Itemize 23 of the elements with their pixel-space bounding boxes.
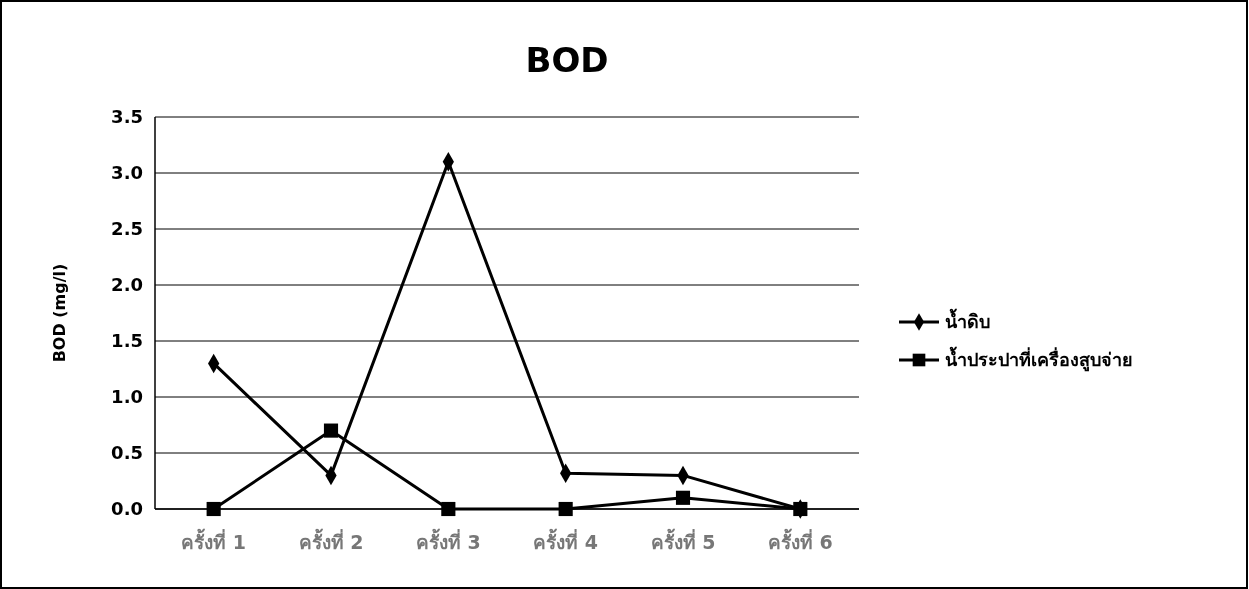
x-tick-label: ครั้งที่ 6 bbox=[767, 528, 833, 553]
point bbox=[675, 490, 691, 505]
point bbox=[441, 501, 456, 517]
y-tick-label: 1.0 bbox=[111, 386, 143, 408]
x-tick-label: ครั้งที่ 2 bbox=[298, 528, 364, 553]
point bbox=[206, 501, 221, 517]
point bbox=[323, 423, 339, 438]
y-tick-label: 2.5 bbox=[111, 218, 143, 240]
y-tick-label: 1.5 bbox=[111, 330, 143, 352]
y-tick-label: 0.5 bbox=[111, 442, 143, 464]
y-tick-label: 0.0 bbox=[111, 498, 143, 520]
y-tick-label: 2.0 bbox=[111, 274, 143, 296]
x-tick-label: ครั้งที่ 3 bbox=[415, 528, 481, 553]
chart-title: BOD bbox=[525, 40, 609, 80]
y-tick-label: 3.0 bbox=[111, 162, 143, 184]
x-tick-label: ครั้งที่ 4 bbox=[533, 528, 599, 553]
point bbox=[558, 501, 573, 517]
x-tick-label: ครั้งที่ 1 bbox=[181, 528, 247, 553]
y-axis-title: BOD (mg/l) bbox=[50, 263, 69, 363]
legend-label: น้ำประปาที่เครื่องสูบจ่าย bbox=[945, 346, 1133, 373]
y-tick-label: 3.5 bbox=[111, 106, 143, 128]
legend-label: น้ำดิบ bbox=[945, 308, 990, 333]
x-tick-label: ครั้งที่ 5 bbox=[650, 528, 716, 553]
